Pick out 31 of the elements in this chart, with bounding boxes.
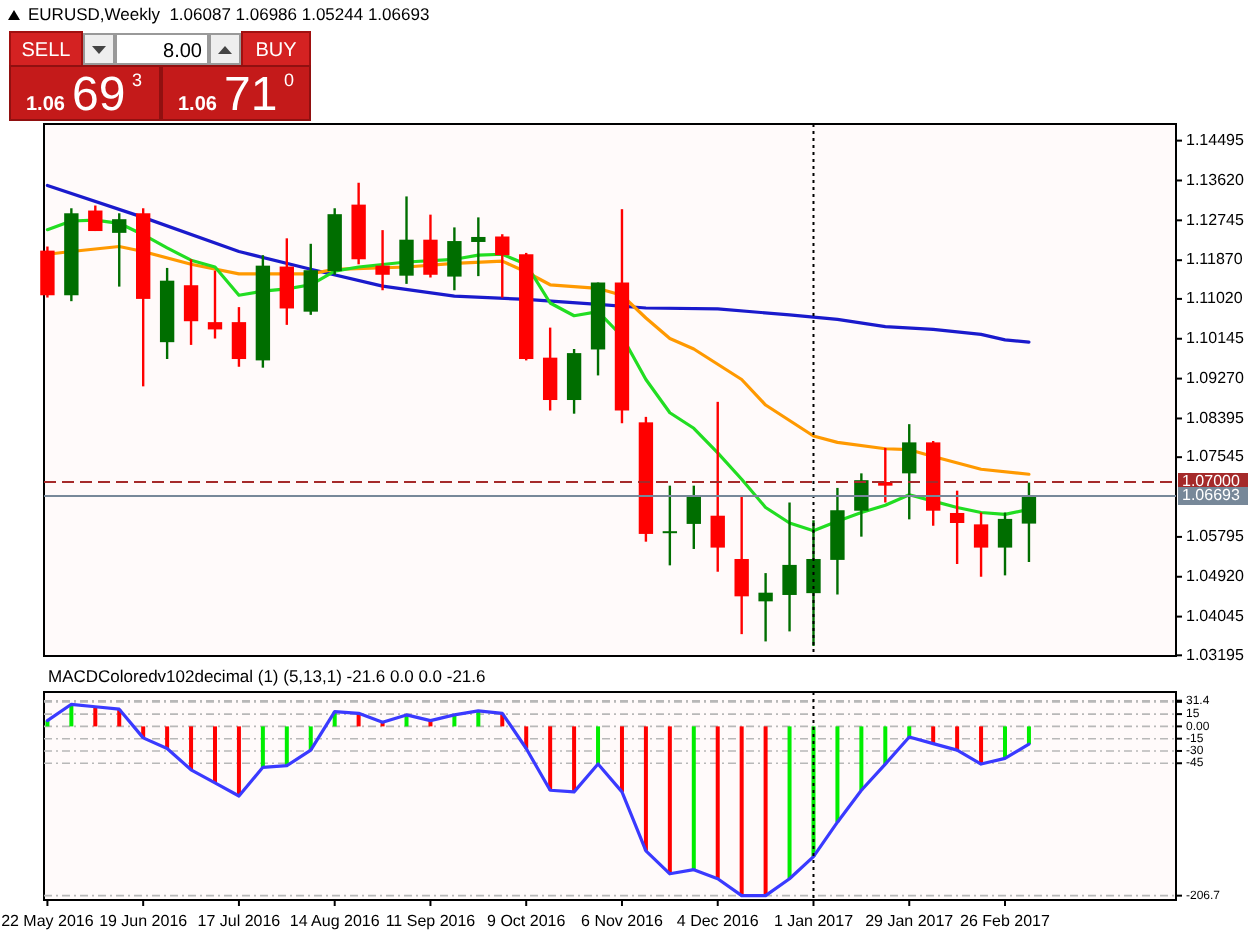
- x-tick-label: 26 Feb 2017: [960, 912, 1052, 930]
- y-tick-label: 1.03195: [1186, 645, 1245, 664]
- x-tick-label: 19 Jun 2016: [99, 912, 189, 930]
- y-tick-label: 1.05795: [1186, 527, 1245, 546]
- x-tick-label: 14 Aug 2016: [289, 912, 381, 930]
- buy-button: BUY: [241, 31, 311, 67]
- chart-title: EURUSD,Weekly 1.06087 1.06986 1.05244 1.06693: [28, 4, 430, 24]
- y-tick-label: 1.04045: [1186, 606, 1245, 625]
- x-tick-label: 1 Jan 2017: [773, 912, 855, 930]
- x-tick-label: 4 Dec 2016: [676, 912, 760, 930]
- y-tick-label: 1.14495: [1186, 130, 1245, 149]
- y-tick-label: 1.07545: [1186, 447, 1245, 466]
- y-tick-label: 1.10145: [1186, 328, 1245, 347]
- x-tick-label: 11 Sep 2016: [385, 912, 477, 930]
- ref-line-label: 1.07000: [1182, 472, 1241, 491]
- x-tick-label: 17 Jul 2016: [197, 912, 282, 930]
- x-tick-label: 22 May 2016: [1, 912, 95, 930]
- y-tick-label: 1.11870: [1186, 250, 1244, 269]
- x-tick-label: 29 Jan 2017: [865, 912, 955, 930]
- y-tick-label: 1.09270: [1186, 368, 1245, 387]
- chart-title: MACDColoredv102decimal (1) (5,13,1) -21.6 0.0 0.0 -21.6: [48, 666, 487, 686]
- y-tick-label: 1.04920: [1186, 566, 1245, 585]
- lot-size-field: 8.00: [115, 33, 209, 65]
- y-tick-label: 1.11020: [1186, 289, 1244, 308]
- x-tick-label: 6 Nov 2016: [581, 912, 664, 930]
- ref-line-label: 1.06693: [1182, 486, 1241, 505]
- sell-button: SELL: [9, 31, 83, 67]
- y-tick-label: 1.08395: [1186, 408, 1245, 427]
- x-tick-label: 9 Oct 2016: [487, 912, 567, 930]
- y-tick-label: 1.13620: [1186, 170, 1245, 189]
- y-tick-label: 1.12745: [1186, 210, 1245, 229]
